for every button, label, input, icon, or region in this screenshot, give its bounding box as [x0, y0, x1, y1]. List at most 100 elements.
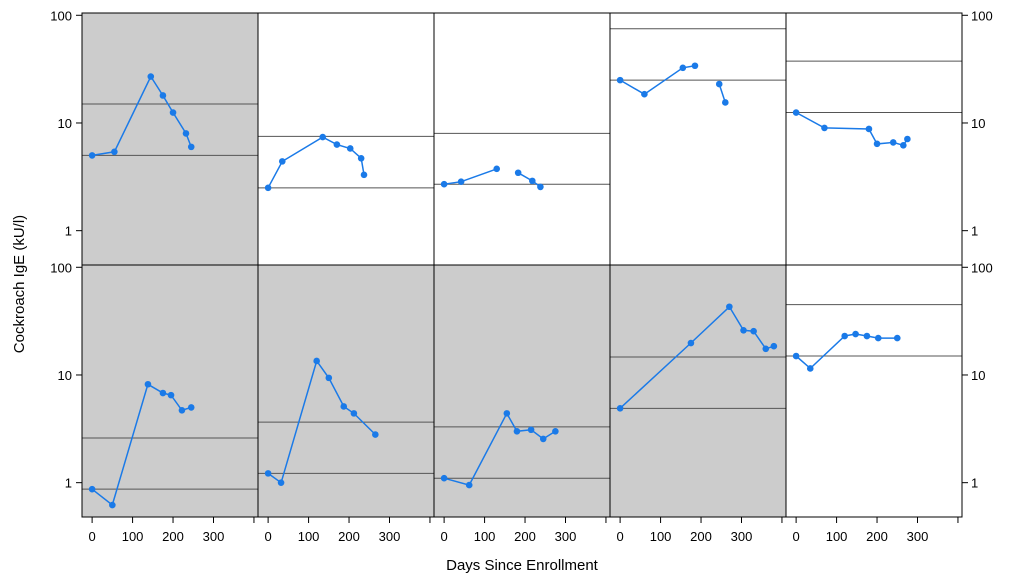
data-point	[873, 140, 881, 148]
data-point	[111, 148, 118, 156]
data-point	[169, 109, 177, 116]
x-tick-label: 300	[907, 529, 929, 544]
data-point	[109, 501, 116, 509]
x-tick-label: 200	[514, 529, 536, 544]
data-point	[340, 403, 348, 410]
x-tick-label: 200	[866, 529, 888, 544]
x-tick-label: 100	[122, 529, 144, 544]
data-point	[889, 139, 897, 146]
panel-background	[610, 13, 786, 265]
panel-9	[609, 264, 787, 518]
data-point	[178, 406, 186, 414]
y-tick-label-right: 10	[971, 116, 985, 131]
data-point	[687, 339, 695, 347]
data-point	[841, 332, 848, 340]
data-point	[900, 142, 907, 149]
data-point	[904, 135, 911, 143]
panel-background	[82, 13, 258, 265]
data-point	[159, 389, 167, 397]
x-tick-label: 200	[690, 529, 712, 544]
panel-5	[785, 12, 963, 266]
panel-4	[609, 12, 787, 266]
panel-10	[785, 264, 963, 518]
y-tick-label: 100	[50, 260, 72, 275]
data-point	[465, 481, 473, 489]
data-point	[513, 427, 521, 435]
x-tick-label: 300	[555, 529, 577, 544]
x-tick-label: 100	[474, 529, 496, 544]
y-tick-label-right: 1	[971, 476, 978, 491]
data-point	[770, 342, 778, 350]
x-tick-label: 200	[162, 529, 184, 544]
data-point	[319, 133, 327, 141]
data-point	[641, 90, 648, 98]
x-tick-label: 0	[616, 529, 623, 544]
data-point	[821, 124, 828, 132]
x-tick-label: 300	[203, 529, 225, 544]
data-point	[264, 184, 272, 192]
data-point	[264, 470, 272, 477]
data-point	[539, 435, 547, 443]
data-point	[346, 145, 354, 152]
data-point	[144, 380, 152, 388]
data-point	[865, 125, 873, 133]
series-line	[619, 64, 696, 96]
x-tick-label: 0	[88, 529, 95, 544]
data-point	[325, 374, 333, 382]
x-tick-label: 0	[792, 529, 799, 544]
data-point	[527, 426, 535, 434]
x-tick-label: 300	[379, 529, 401, 544]
data-point	[457, 178, 465, 185]
x-tick-label: 100	[826, 529, 848, 544]
data-point	[893, 334, 901, 342]
data-point	[874, 334, 882, 342]
data-point	[159, 92, 167, 99]
panel-background	[82, 265, 258, 517]
data-point	[333, 141, 341, 148]
y-axis-title: Cockroach IgE (kU/l)	[11, 215, 28, 353]
data-point	[313, 357, 320, 365]
data-point	[529, 177, 536, 185]
panel-7	[257, 264, 435, 518]
data-point	[740, 326, 747, 334]
data-point	[167, 391, 175, 399]
data-point	[863, 332, 871, 340]
x-axis-title: Days Since Enrollment	[446, 557, 599, 574]
x-tick-label: 200	[338, 529, 360, 544]
data-point	[440, 180, 448, 188]
data-point	[806, 365, 814, 372]
panel-1	[81, 12, 259, 266]
y-tick-label-right: 10	[971, 368, 985, 383]
data-point	[762, 345, 770, 353]
panel-3	[433, 12, 611, 266]
y-tick-label: 100	[50, 8, 72, 23]
data-point	[187, 404, 195, 411]
panel-2	[257, 12, 435, 266]
panel-8	[433, 264, 611, 518]
data-point	[278, 158, 286, 165]
panel-background	[434, 13, 610, 265]
data-point	[357, 154, 365, 162]
axis-ticks-layer: 1 1 10 10 100 100 1 1 10 10 100 100 0 100 200 300 0 100 20…	[50, 8, 992, 544]
y-tick-label: 1	[65, 224, 72, 239]
y-tick-label: 10	[58, 368, 72, 383]
panel-background	[434, 265, 610, 517]
x-tick-label: 0	[264, 529, 271, 544]
data-point	[691, 62, 699, 70]
data-point	[147, 73, 155, 80]
data-point	[372, 431, 379, 438]
data-point	[503, 410, 511, 417]
data-point	[514, 169, 522, 177]
panel-background	[258, 265, 434, 517]
y-tick-label-right: 100	[971, 260, 993, 275]
data-point	[187, 143, 195, 151]
data-point	[726, 303, 733, 311]
data-point	[792, 352, 800, 360]
data-point	[182, 130, 190, 137]
y-tick-label: 10	[58, 116, 72, 131]
data-point	[277, 479, 285, 486]
data-point	[88, 485, 96, 493]
panel-6	[81, 264, 259, 518]
data-point	[493, 165, 501, 173]
